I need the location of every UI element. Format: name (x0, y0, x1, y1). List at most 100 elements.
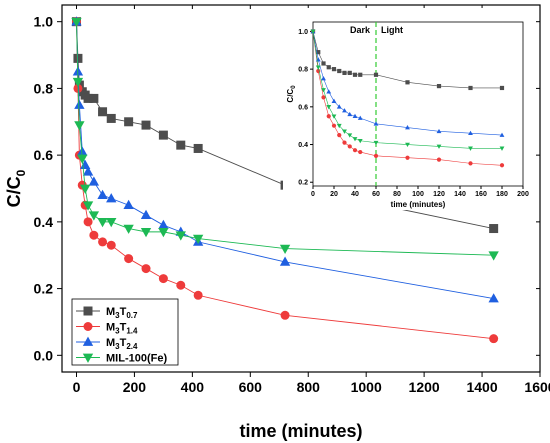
main-x-tick-label: 800 (297, 379, 321, 395)
inset-data-point (331, 67, 337, 72)
inset-data-point (373, 140, 379, 146)
main-data-point (489, 224, 499, 234)
main-data-point (124, 117, 134, 127)
main-data-point (176, 280, 186, 290)
main-data-point (124, 254, 134, 264)
legend-label: MIL-100(Fe) (106, 353, 167, 365)
main-data-point (88, 211, 100, 221)
main-y-axis-title: C/C0 (4, 169, 28, 207)
legend-swatch-marker (83, 306, 93, 316)
inset-data-point (352, 148, 358, 153)
inset-series (310, 28, 505, 168)
main-data-point (98, 237, 108, 247)
legend-label: M3T0.7 (106, 306, 138, 320)
main-x-tick-label: 600 (239, 379, 263, 395)
inset-data-point (358, 149, 363, 155)
main-y-tick-label: 0.0 (34, 347, 54, 363)
main-data-point (82, 166, 94, 176)
main-data-point (106, 240, 116, 250)
inset-data-point (331, 123, 337, 128)
inset-y-tick-label: 0.8 (298, 67, 308, 74)
inset-data-point (347, 144, 352, 149)
inset-data-point (316, 50, 321, 55)
inset-x-axis-title: time (minutes) (391, 200, 446, 209)
inset-y-axis-title: C/C0 (286, 85, 297, 103)
main-data-point (123, 224, 134, 234)
inset-data-point (310, 29, 316, 34)
inset-data-point (468, 146, 473, 151)
inset-x-tick-label: 20 (330, 191, 338, 198)
inset-data-point (342, 129, 347, 134)
inset-annotation-light: Light (381, 25, 403, 35)
main-data-point (141, 120, 151, 130)
inset-data-point (499, 85, 505, 91)
main-data-point (89, 93, 99, 103)
main-x-tick-label: 1200 (409, 379, 440, 395)
main-data-point (192, 234, 204, 244)
inset-data-point (357, 138, 363, 144)
legend-swatch-marker (83, 322, 93, 331)
inset-data-point (321, 88, 326, 93)
inset-data-point (468, 85, 473, 91)
inset-data-point (337, 68, 342, 74)
inset-annotation-dark: Dark (350, 25, 371, 35)
main-y-tick-label: 0.8 (34, 80, 54, 96)
inset-data-point (358, 72, 363, 77)
main-data-point (158, 219, 169, 230)
main-data-point (123, 199, 134, 210)
inset-data-point (373, 121, 379, 126)
inset-data-point (347, 133, 353, 138)
inset-data-point (337, 133, 342, 138)
main-series-line (76, 21, 494, 256)
inset-data-point (499, 146, 505, 151)
main-data-point (158, 130, 168, 140)
inset-data-point (336, 104, 342, 109)
inset-data-point (347, 70, 352, 75)
main-data-point (82, 201, 94, 211)
main-x-tick-label: 0 (73, 379, 81, 395)
inset-x-tick-label: 180 (496, 191, 508, 198)
inset-data-point (436, 157, 442, 162)
inset-x-tick-label: 100 (412, 191, 424, 198)
legend-label: M3T2.4 (106, 337, 138, 351)
main-data-point (176, 140, 186, 150)
main-data-point (71, 17, 82, 28)
inset-data-point (326, 105, 332, 110)
inset-data-point (331, 98, 337, 103)
main-data-point (158, 274, 168, 284)
inset-data-point (321, 61, 326, 66)
inset-data-point (342, 140, 347, 145)
main-y-tick-label: 0.6 (34, 147, 54, 163)
inset-x-tick-label: 40 (351, 191, 359, 198)
inset-data-point (499, 163, 505, 168)
main-data-point (158, 228, 169, 238)
main-data-point (89, 230, 99, 240)
main-data-point (140, 228, 152, 238)
inset-data-point (499, 132, 505, 137)
main-x-axis-title: time (minutes) (239, 421, 362, 441)
inset-data-point (373, 153, 379, 158)
main-data-point (193, 290, 203, 300)
main-data-point (74, 99, 85, 109)
inset-data-point (373, 72, 379, 77)
main-plot-frame (61, 4, 541, 373)
main-x-tick-label: 200 (123, 379, 147, 395)
inset-axes: 0 20 40 60 80 100 120 140 160 180 200 0.2 0.4 0.6 0.8 1… (298, 21, 529, 198)
inset-data-point (315, 65, 321, 70)
inset-x-tick-label: 200 (517, 191, 529, 198)
inset-data-point (342, 70, 347, 75)
main-data-point (488, 251, 499, 261)
main-data-point (141, 264, 151, 274)
inset-data-point (436, 83, 442, 89)
main-data-point (193, 143, 203, 153)
main-data-point (72, 77, 84, 88)
main-axes: 020040060080010001200140016000.00.20.40.… (34, 4, 550, 395)
inset-data-point (352, 113, 358, 119)
inset-data-point (468, 161, 473, 166)
main-data-point (83, 217, 93, 227)
inset-y-tick-label: 0.2 (298, 180, 308, 187)
main-data-point (77, 146, 88, 156)
inset-data-point (436, 144, 442, 149)
